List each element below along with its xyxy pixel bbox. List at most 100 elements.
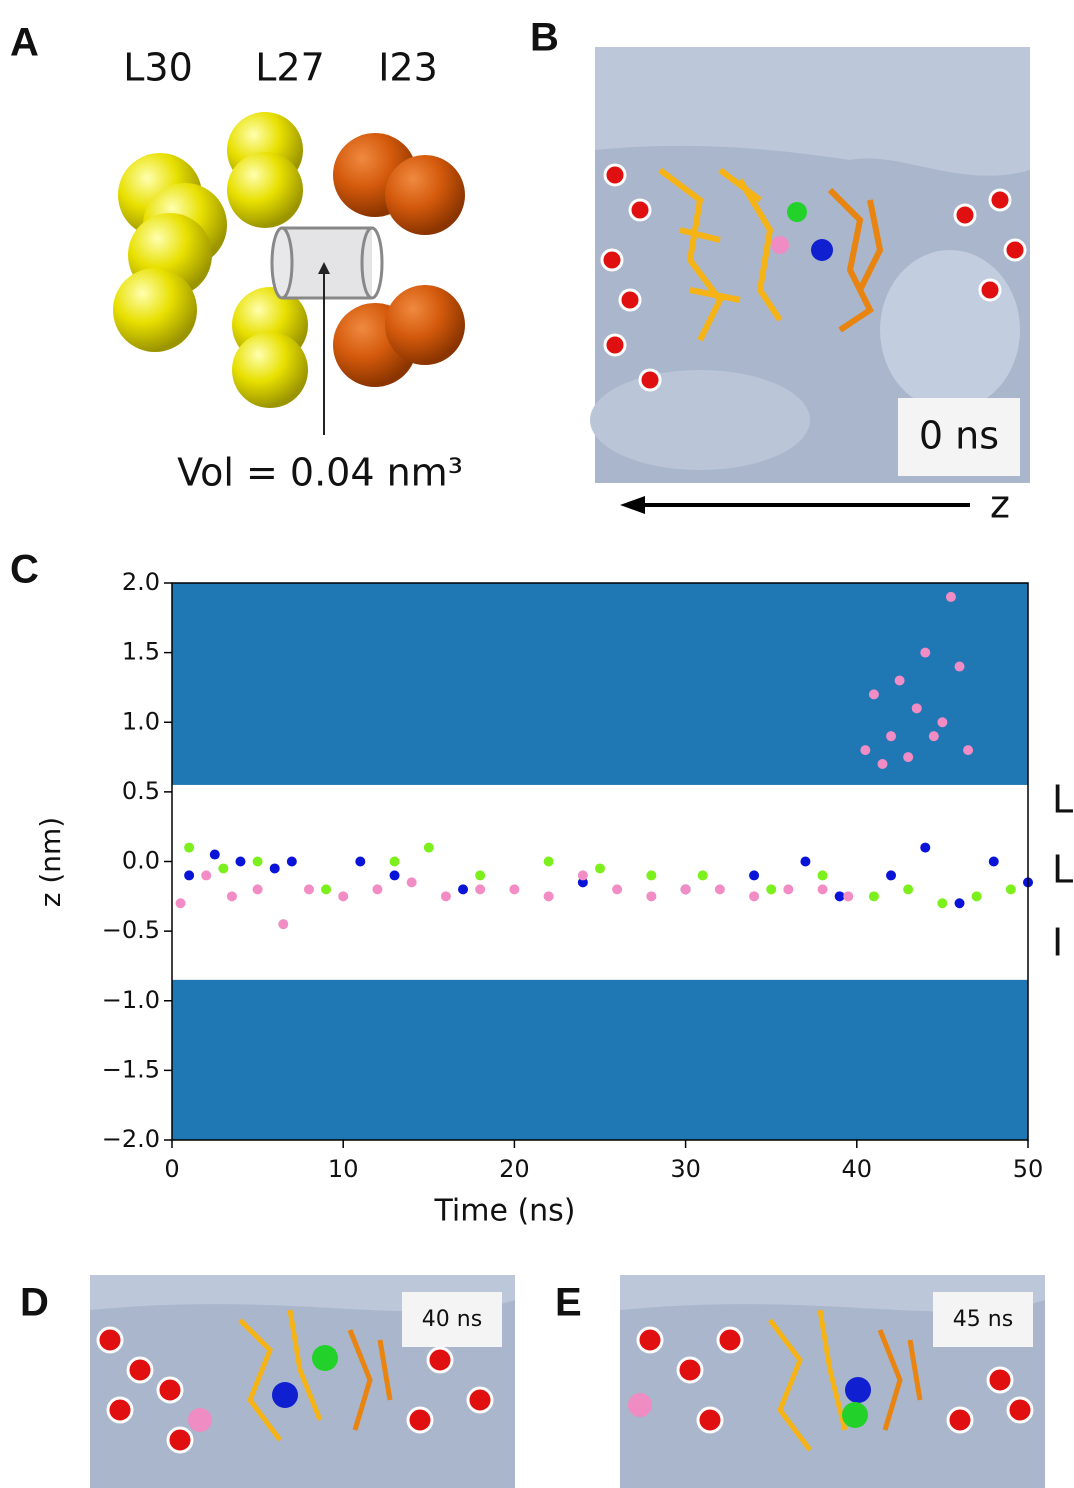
point (509, 884, 520, 895)
point (877, 759, 888, 770)
y-tick-label: 2.0 (122, 568, 160, 596)
point (286, 856, 297, 867)
point (937, 717, 948, 728)
panel-label: D (20, 1281, 49, 1325)
snapshot-e (620, 1275, 1045, 1488)
x-tick-label: 40 (842, 1155, 873, 1183)
point (458, 884, 469, 895)
point (201, 870, 212, 881)
point (475, 884, 486, 895)
point (817, 870, 828, 881)
point (389, 856, 400, 867)
point (226, 891, 237, 902)
y-tick-label: 0.5 (122, 777, 160, 805)
point (783, 884, 794, 895)
y-tick-label: −1.0 (102, 986, 160, 1014)
point (338, 891, 349, 902)
point (252, 884, 263, 895)
time-label: 0 ns (919, 414, 999, 458)
point (920, 647, 931, 658)
snapshot-b (590, 47, 1030, 483)
panel-label: C (10, 548, 39, 592)
point (184, 870, 195, 881)
time-label: 45 ns (953, 1307, 1013, 1332)
x-tick-label: 0 (164, 1155, 179, 1183)
point (920, 842, 931, 853)
point (697, 870, 708, 881)
x-tick-label: 50 (1013, 1155, 1044, 1183)
point (303, 884, 314, 895)
point (577, 877, 588, 888)
panel-label: E (555, 1281, 582, 1325)
point (235, 856, 246, 867)
point (577, 870, 588, 881)
volume-label: Vol = 0.04 nm³ (177, 451, 463, 495)
y-axis-label: z (nm) (34, 817, 67, 907)
arrow-head (620, 496, 645, 514)
point (971, 891, 982, 902)
point (963, 745, 974, 756)
cavity-cylinder (270, 226, 384, 300)
point (911, 703, 922, 714)
y-tick-label: 0.0 (122, 847, 160, 875)
point (440, 891, 451, 902)
point (800, 856, 811, 867)
point (954, 661, 965, 672)
point (269, 863, 280, 874)
point (937, 898, 948, 909)
point (954, 898, 965, 909)
point (612, 884, 623, 895)
snapshot-d (90, 1275, 515, 1488)
y-tick-label: 1.5 (122, 638, 160, 666)
arrow-head (318, 262, 330, 274)
point (355, 856, 366, 867)
point (988, 856, 999, 867)
point (843, 891, 854, 902)
point (218, 863, 229, 874)
point (389, 870, 400, 881)
point (543, 856, 554, 867)
residue-label: I23 (378, 46, 438, 90)
y-tick-label: −0.5 (102, 916, 160, 944)
panel-label: A (10, 21, 39, 65)
point (749, 891, 760, 902)
point (766, 884, 777, 895)
point (646, 891, 657, 902)
point (423, 842, 434, 853)
x-tick-label: 10 (328, 1155, 359, 1183)
point (252, 856, 263, 867)
point (278, 919, 289, 930)
point (903, 884, 914, 895)
point (834, 891, 845, 902)
density-band (172, 583, 1028, 785)
point (475, 870, 486, 881)
point (209, 849, 220, 860)
point (749, 870, 760, 881)
point (945, 591, 956, 602)
point (817, 884, 828, 895)
time-label: 40 ns (422, 1307, 482, 1332)
density-band (172, 979, 1028, 1140)
point (886, 870, 897, 881)
point (894, 675, 905, 686)
x-tick-label: 30 (670, 1155, 701, 1183)
point (680, 884, 691, 895)
point (928, 731, 939, 742)
point (372, 884, 383, 895)
spheres (113, 112, 465, 408)
side-label: L (1052, 848, 1073, 892)
side-label: L (1052, 778, 1073, 822)
point (406, 877, 417, 888)
y-tick-label: −1.5 (102, 1055, 160, 1083)
point (184, 842, 195, 853)
residue-label: L30 (123, 46, 193, 90)
point (1005, 884, 1016, 895)
x-tick-label: 20 (499, 1155, 530, 1183)
y-tick-label: −2.0 (102, 1125, 160, 1153)
point (886, 731, 897, 742)
point (595, 863, 605, 874)
residue-label: L27 (255, 46, 325, 90)
x-axis-label: Time (ns) (433, 1194, 575, 1229)
side-label: I (1052, 921, 1063, 965)
